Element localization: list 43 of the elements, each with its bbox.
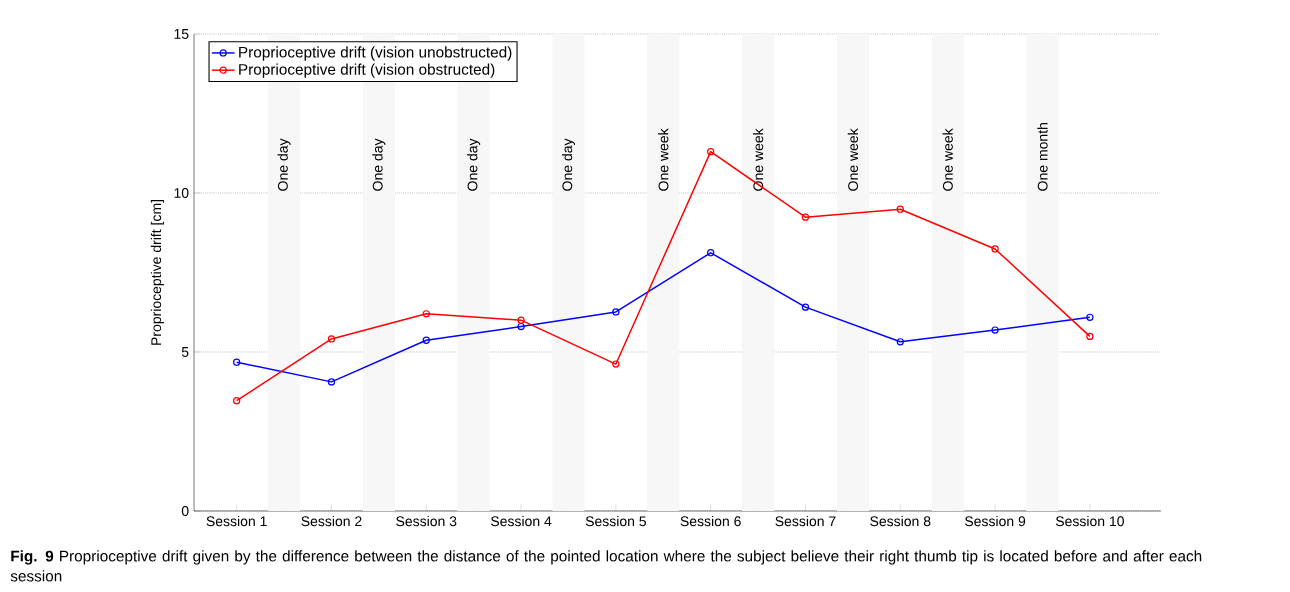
x-tick-label: Session 9 [964, 515, 1026, 527]
x-tick-label: Session 8 [870, 515, 931, 527]
x-tick-label: Session 10 [1055, 515, 1124, 527]
y-tick-label: 0 [181, 506, 189, 516]
point [801, 213, 810, 221]
x-tick-label: Session 7 [775, 515, 836, 527]
x-tick-label: Session 3 [396, 515, 457, 527]
legend-label: Proprioceptive drift (vision unobstructed) [239, 46, 512, 61]
band-label: One week [847, 128, 859, 191]
y-tick-label: 15 [174, 29, 189, 39]
legend-label: Proprioceptive drift (vision obstructed) [239, 63, 495, 78]
band-label: One day [467, 138, 481, 191]
point [896, 205, 904, 213]
point [327, 378, 336, 386]
y-axis-title: Proprioceptive drift [cm] [150, 199, 164, 345]
point [991, 326, 999, 334]
point [327, 335, 336, 343]
x-tick-label: Session 2 [301, 515, 362, 527]
x-tick-label: Session 1 [206, 515, 267, 527]
x-tick-label: Session 6 [680, 515, 741, 527]
text: Fig. 9 Proprioceptive drift given by the difference between the distance of the pointed location where the subject believe their right thumb tip is located before and after each session [10, 550, 1202, 582]
x-tick-label: Session 5 [585, 515, 647, 527]
band-label: One day [561, 138, 576, 191]
band-label: One day [277, 138, 291, 191]
band-label: One week [942, 128, 953, 191]
point [517, 322, 525, 331]
y-tick-label: 5 [181, 347, 189, 357]
point [896, 338, 904, 346]
band-label: One week [752, 128, 764, 191]
point [612, 308, 620, 316]
point [517, 316, 525, 324]
point [612, 360, 620, 368]
band-label: One month [1037, 123, 1048, 191]
point [801, 303, 810, 311]
point [707, 249, 715, 257]
y-tick-label: 10 [174, 188, 189, 198]
x-tick-label: Session 4 [490, 515, 552, 527]
point [991, 245, 999, 253]
band-label: One week [658, 128, 669, 191]
point [422, 310, 430, 318]
band-label: One day [372, 138, 386, 191]
point [422, 336, 430, 344]
point [707, 147, 715, 156]
